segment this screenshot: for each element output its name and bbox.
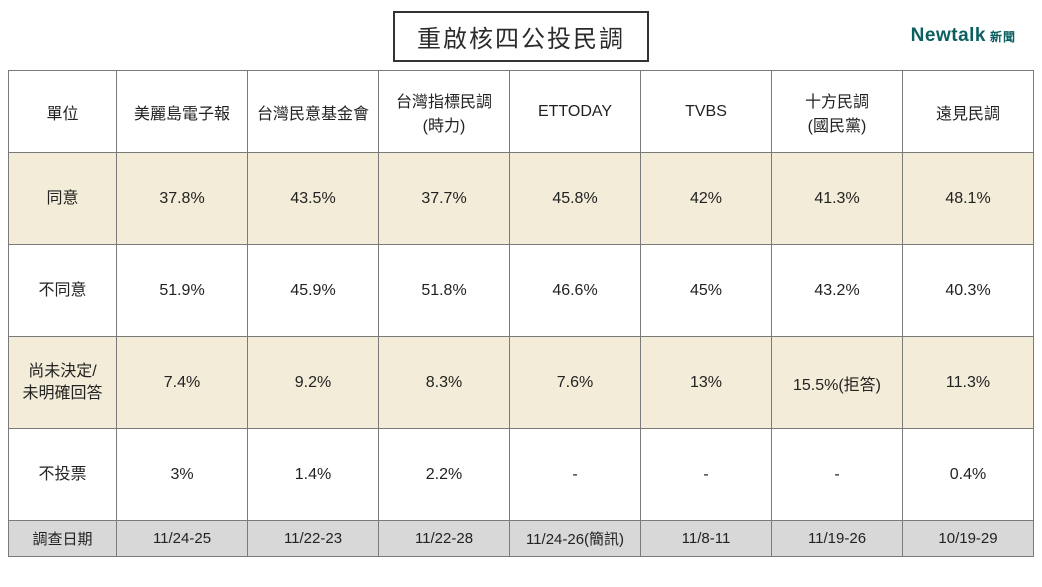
cell: 45.8% bbox=[510, 153, 641, 245]
cell: 51.8% bbox=[379, 245, 510, 337]
cell: 13% bbox=[641, 337, 772, 429]
cell: 43.5% bbox=[248, 153, 379, 245]
cell: 40.3% bbox=[903, 245, 1034, 337]
cell: - bbox=[772, 429, 903, 521]
cell: 2.2% bbox=[379, 429, 510, 521]
footer-cell: 11/19-26 bbox=[772, 521, 903, 557]
footer-cell: 10/19-29 bbox=[903, 521, 1034, 557]
row-label: 不同意 bbox=[9, 245, 117, 337]
page: 重啟核四公投民調 Newtalk 新聞 單位 美麗島電子報 台灣民意基金會 台灣… bbox=[0, 0, 1042, 587]
cell: 45% bbox=[641, 245, 772, 337]
footer-cell: 11/22-23 bbox=[248, 521, 379, 557]
cell: 48.1% bbox=[903, 153, 1034, 245]
cell: 7.6% bbox=[510, 337, 641, 429]
footer-cell: 11/8-11 bbox=[641, 521, 772, 557]
cell: 7.4% bbox=[117, 337, 248, 429]
footer-cell: 11/22-28 bbox=[379, 521, 510, 557]
col-header: 遠見民調 bbox=[903, 71, 1034, 153]
cell: 15.5%(拒答) bbox=[772, 337, 903, 429]
cell: 45.9% bbox=[248, 245, 379, 337]
col-header: 台灣民意基金會 bbox=[248, 71, 379, 153]
row-label: 尚未決定/未明確回答 bbox=[9, 337, 117, 429]
cell: 37.8% bbox=[117, 153, 248, 245]
cell: 51.9% bbox=[117, 245, 248, 337]
table-row: 不投票 3% 1.4% 2.2% - - - 0.4% bbox=[9, 429, 1034, 521]
col-header: 十方民調(國民黨) bbox=[772, 71, 903, 153]
cell: 46.6% bbox=[510, 245, 641, 337]
table-row: 不同意 51.9% 45.9% 51.8% 46.6% 45% 43.2% 40… bbox=[9, 245, 1034, 337]
footer-label: 調查日期 bbox=[9, 521, 117, 557]
col-header: 美麗島電子報 bbox=[117, 71, 248, 153]
title-row: 重啟核四公投民調 Newtalk 新聞 bbox=[8, 8, 1034, 64]
cell: 3% bbox=[117, 429, 248, 521]
page-title: 重啟核四公投民調 bbox=[393, 11, 649, 62]
footer-cell: 11/24-26(簡訊) bbox=[510, 521, 641, 557]
table-footer-row: 調查日期 11/24-25 11/22-23 11/22-28 11/24-26… bbox=[9, 521, 1034, 557]
footer-cell: 11/24-25 bbox=[117, 521, 248, 557]
table-header-row: 單位 美麗島電子報 台灣民意基金會 台灣指標民調(時力) ETTODAY TVB… bbox=[9, 71, 1034, 153]
poll-table: 單位 美麗島電子報 台灣民意基金會 台灣指標民調(時力) ETTODAY TVB… bbox=[8, 70, 1034, 557]
cell: 41.3% bbox=[772, 153, 903, 245]
brand-main: Newtalk bbox=[911, 25, 986, 47]
col-header: 台灣指標民調(時力) bbox=[379, 71, 510, 153]
col-header: ETTODAY bbox=[510, 71, 641, 153]
row-label: 同意 bbox=[9, 153, 117, 245]
cell: 1.4% bbox=[248, 429, 379, 521]
cell: 43.2% bbox=[772, 245, 903, 337]
table-row: 尚未決定/未明確回答 7.4% 9.2% 8.3% 7.6% 13% 15.5%… bbox=[9, 337, 1034, 429]
brand-logo: Newtalk 新聞 bbox=[911, 25, 1016, 47]
row-header-label: 單位 bbox=[9, 71, 117, 153]
cell: 37.7% bbox=[379, 153, 510, 245]
cell: 42% bbox=[641, 153, 772, 245]
cell: - bbox=[641, 429, 772, 521]
cell: 8.3% bbox=[379, 337, 510, 429]
cell: 0.4% bbox=[903, 429, 1034, 521]
col-header: TVBS bbox=[641, 71, 772, 153]
cell: 11.3% bbox=[903, 337, 1034, 429]
cell: - bbox=[510, 429, 641, 521]
table-row: 同意 37.8% 43.5% 37.7% 45.8% 42% 41.3% 48.… bbox=[9, 153, 1034, 245]
row-label: 不投票 bbox=[9, 429, 117, 521]
cell: 9.2% bbox=[248, 337, 379, 429]
brand-sub: 新聞 bbox=[990, 28, 1016, 45]
